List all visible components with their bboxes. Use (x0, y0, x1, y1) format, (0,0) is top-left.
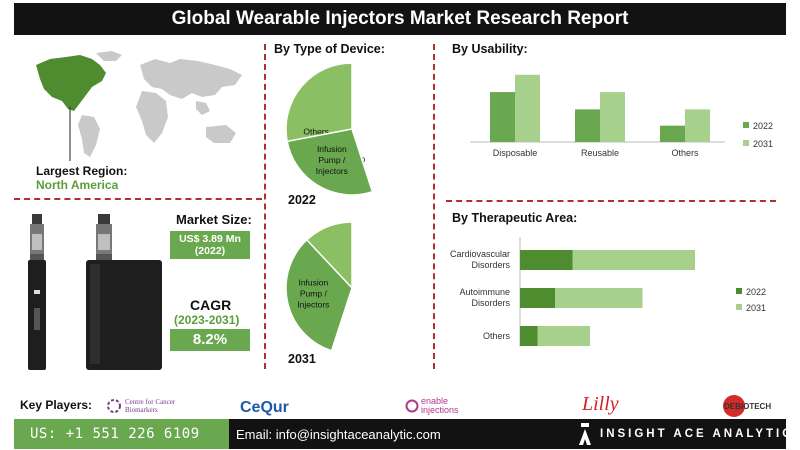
market-size-box: US$ 3.89 Mn (2022) (170, 231, 250, 259)
debiotech-logo-text: DEBIOTECH (724, 401, 772, 411)
ccb-logo-text: Centre for Cancer Biomarkers (125, 398, 176, 414)
usability-bar-reusable-2031 (600, 92, 625, 142)
divider-left-horizontal (14, 198, 262, 200)
usability-legend-2022: 2022 (753, 121, 773, 131)
pie-chart-2031: OthersPatch Pump/ InjectorsInfusionPump … (285, 221, 353, 352)
footer-phone[interactable]: US: +1 551 226 6109 (14, 419, 229, 449)
debiotech-logo-icon (723, 395, 745, 417)
usability-bar-others-2031 (685, 109, 710, 142)
logo-lilly: Lilly (582, 393, 619, 415)
therapeutic-bar-cardiovascular-disorders-2031 (572, 250, 695, 270)
therapeutic-bar-autoimmune-disorders-2022 (520, 288, 555, 308)
usability-title: By Usability: (452, 42, 528, 56)
usability-category-others: Others (671, 148, 699, 158)
pie-chart-2022: OthersPatch Pump/ InjectorsInfusionPump … (285, 62, 374, 196)
pie-slice-infusion-pump-injectors (286, 128, 374, 196)
pie-slice-infusion-pump-injectors (285, 238, 353, 352)
therapeutic-legend-swatch-2022 (736, 288, 742, 294)
therapeutic-bar-cardiovascular-disorders-2022 (520, 250, 573, 270)
usability-category-disposable: Disposable (493, 148, 538, 158)
divider-right-horizontal (446, 200, 776, 202)
usability-legend-swatch-2022 (743, 122, 749, 128)
cagr-value: 8.2% (170, 329, 250, 351)
therapeutic-bar-others-2031 (537, 326, 590, 346)
enable-logo-text: enable injections (421, 396, 459, 415)
cagr-label: CAGR (190, 297, 232, 313)
pie-label-others: Others (303, 127, 329, 137)
logo-cequr: CeQur (240, 399, 289, 416)
injector-device-illustration (28, 214, 162, 370)
ccb-logo-icon (107, 399, 121, 413)
therapeutic-area-title: By Therapeutic Area: (452, 211, 578, 225)
therapeutic-bar-chart: Cardiovascular Disorders Autoimmune Disorde… (450, 237, 766, 347)
logo-debiotech: DEBIOTECH (722, 394, 771, 418)
pie-label-infusion-pump-injectors: Infusion Pump / Injectors (297, 278, 329, 310)
therapeutic-legend-2031: 2031 (746, 303, 766, 313)
market-size-year: (2022) (194, 245, 226, 257)
therapeutic-bar-autoimmune-disorders-2031 (555, 288, 643, 308)
usability-bar-reusable-2022 (575, 109, 600, 142)
therapeutic-bar-others-2022 (520, 326, 538, 346)
enable-logo-icon (405, 399, 419, 413)
device-type-title: By Type of Device: (274, 42, 385, 56)
report-title: Global Wearable Injectors Market Researc… (14, 3, 786, 35)
brand-logo-icon (579, 423, 591, 445)
therapeutic-legend-2022: 2022 (746, 287, 766, 297)
usability-bar-disposable-2022 (490, 92, 515, 142)
usability-bar-others-2022 (660, 125, 685, 142)
pie-2022-year: 2022 (288, 193, 316, 207)
usability-legend-swatch-2031 (743, 140, 749, 146)
key-players-label: Key Players: (20, 398, 93, 412)
divider-right (433, 44, 435, 369)
logo-enable-injections: enable injections (405, 397, 469, 415)
largest-region-label: Largest Region: (36, 164, 128, 178)
market-size-label: Market Size: (176, 212, 252, 227)
usability-bar-chart: Disposable Reusable Others 2022 2031 (470, 74, 773, 158)
usability-bar-disposable-2031 (515, 74, 540, 142)
therapeutic-category-cardiovascular-disorders: Cardiovascular Disorders (450, 249, 511, 270)
largest-region-value: North America (36, 178, 119, 192)
market-size-value: US$ 3.89 Mn (179, 233, 241, 245)
therapeutic-category-autoimmune-disorders: Autoimmune Disorders (459, 287, 510, 308)
usability-legend-2031: 2031 (753, 139, 773, 149)
pie-label-infusion-pump-injectors: Infusion Pump / Injectors (316, 144, 348, 176)
logo-centre-cancer-biomarkers: Centre for Cancer Biomarkers (106, 398, 185, 414)
footer-brand: INSIGHT ACE ANALYTIC (600, 428, 794, 440)
therapeutic-category-others: Others (483, 331, 511, 341)
divider-left (264, 44, 266, 369)
world-map-icon (36, 51, 242, 161)
cagr-period: (2023-2031) (174, 313, 240, 327)
usability-category-reusable: Reusable (581, 148, 619, 158)
pie-2031-year: 2031 (288, 352, 316, 366)
footer-email[interactable]: Email: info@insightaceanalytic.com (236, 426, 441, 442)
therapeutic-legend-swatch-2031 (736, 304, 742, 310)
